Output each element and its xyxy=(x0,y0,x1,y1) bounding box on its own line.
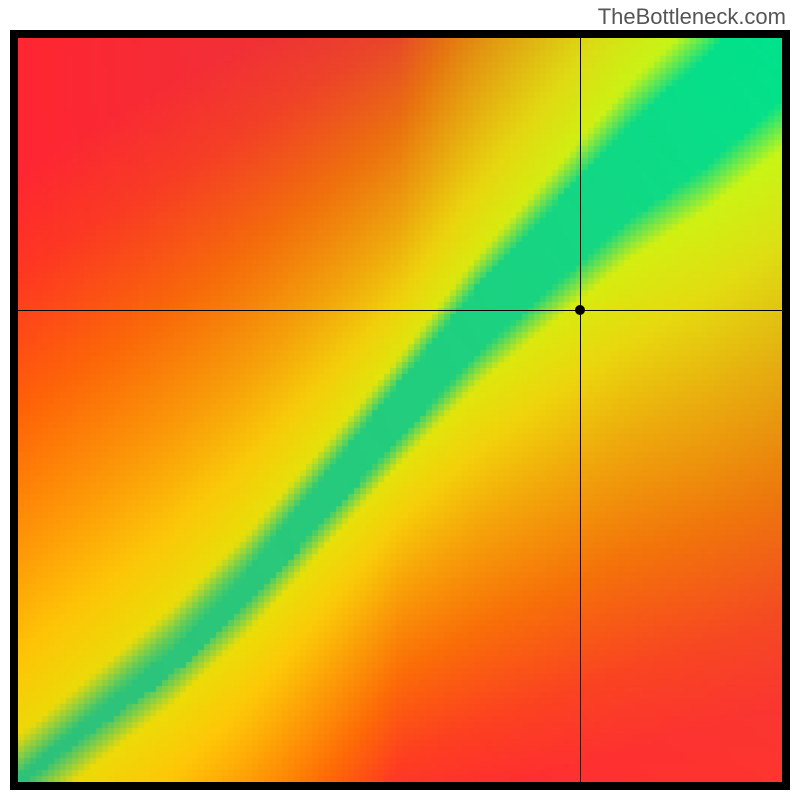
watermark-text: TheBottleneck.com xyxy=(598,4,786,30)
bottleneck-heatmap xyxy=(18,38,782,782)
bottleneck-heatmap-frame xyxy=(10,30,790,790)
